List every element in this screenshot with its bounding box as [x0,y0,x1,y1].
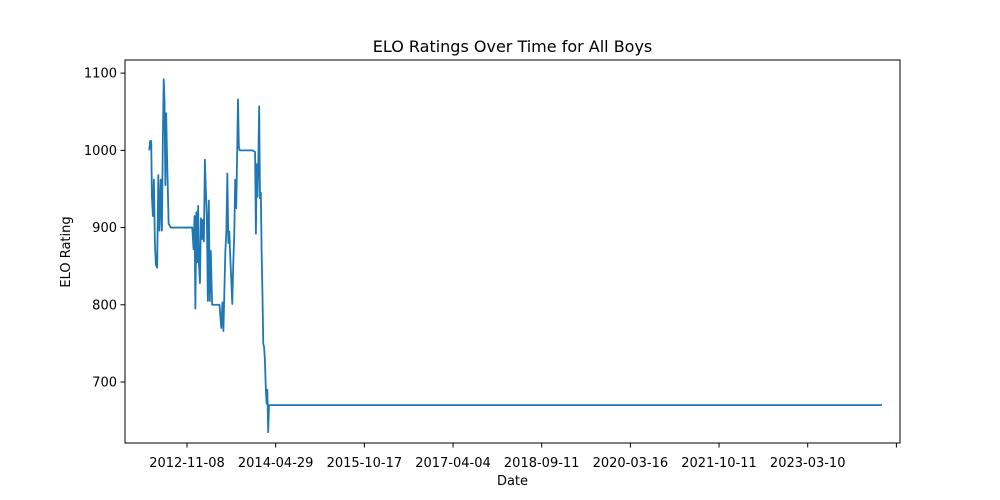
y-tick-label: 800 [92,298,117,313]
x-axis-label: Date [497,474,528,489]
x-tick-label: 2012-11-08 [149,456,225,471]
x-tick-label: 2017-04-04 [415,456,491,471]
x-axis-ticks: 2012-11-08 2014-04-29 2015-10-17 2017-04-04… [149,443,897,471]
y-tick-label: 700 [92,375,117,390]
x-tick-label: 2023-03-10 [770,456,846,471]
x-tick-label: 2020-03-16 [593,456,669,471]
x-tick-label: 2015-10-17 [327,456,403,471]
y-tick-label: 900 [92,221,117,236]
x-tick-label: 2018-09-11 [504,456,580,471]
y-axis-ticks: 700 800 900 1000 1100 [84,67,125,390]
y-tick-label: 1100 [84,67,117,82]
plot-area [125,60,900,443]
plot-frame [124,59,901,444]
chart-title: ELO Ratings Over Time for All Boys [373,37,653,56]
x-tick-label: 2014-04-29 [238,456,314,471]
x-tick-label: 2021-10-11 [681,456,757,471]
y-tick-label: 1000 [84,144,117,159]
series-line-0 [148,78,882,434]
y-axis-label: ELO Rating [59,216,74,287]
series-layer [148,78,882,434]
